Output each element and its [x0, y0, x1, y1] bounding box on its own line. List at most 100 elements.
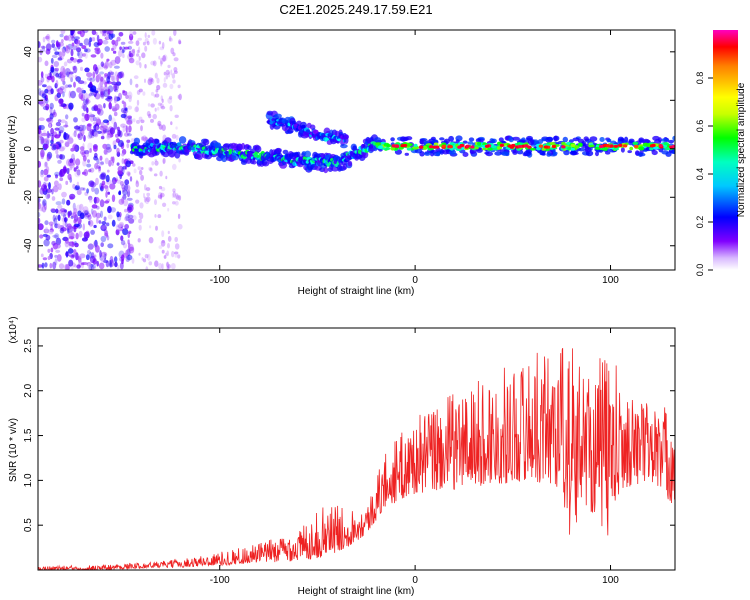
noise-cell — [129, 30, 134, 37]
noise-cell — [116, 162, 120, 166]
noise-cell — [141, 257, 144, 261]
signal-peak-cell — [561, 145, 566, 149]
signal-halo-cell — [563, 149, 570, 156]
noise-cell — [122, 90, 128, 96]
noise-cell — [45, 226, 49, 234]
noise-cell — [111, 39, 116, 45]
noise-cell — [81, 117, 86, 123]
noise-cell — [148, 113, 152, 119]
noise-cell — [105, 191, 108, 198]
colorbar-tick-label: 0.8 — [695, 72, 705, 85]
noise-cell — [157, 102, 162, 106]
noise-cell — [76, 204, 82, 211]
noise-cell — [141, 52, 146, 59]
noise-cell — [89, 77, 96, 82]
signal-cell — [412, 145, 420, 150]
noise-cell — [135, 180, 140, 188]
noise-cell — [89, 116, 95, 122]
noise-cell — [62, 236, 69, 242]
noise-cell — [67, 43, 73, 50]
noise-cell — [177, 94, 180, 99]
y-tick-label: -20 — [23, 190, 34, 205]
noise-cell — [129, 33, 134, 41]
noise-cell — [76, 165, 79, 170]
noise-cell — [67, 34, 73, 42]
signal-halo-cell — [419, 139, 424, 145]
noise-cell — [103, 149, 108, 155]
signal-peak-cell — [441, 144, 447, 148]
noise-cell — [77, 216, 82, 225]
signal-halo-cell — [462, 140, 468, 144]
noise-cell — [86, 107, 89, 114]
noise-cell — [122, 46, 126, 53]
noise-cell — [64, 264, 70, 270]
y-tick-label: -40 — [23, 238, 34, 253]
noise-cell — [76, 58, 83, 63]
noise-cell — [168, 36, 172, 42]
noise-cell — [42, 199, 47, 207]
noise-cell — [82, 143, 85, 151]
noise-cell — [77, 59, 80, 64]
noise-cell — [162, 158, 165, 165]
noise-cell — [94, 162, 99, 170]
noise-cell — [107, 88, 111, 95]
signal-halo-cell — [638, 138, 644, 143]
noise-cell — [100, 183, 104, 190]
noise-cell — [83, 98, 88, 105]
noise-cell — [47, 40, 51, 44]
noise-cell — [100, 171, 107, 178]
noise-cell — [152, 113, 157, 120]
ridge-cell — [247, 145, 252, 151]
noise-cell — [102, 143, 108, 150]
signal-peak-cell — [543, 145, 549, 149]
noise-cell — [79, 149, 87, 155]
noise-cell — [166, 265, 170, 270]
signal-peak-cell — [509, 144, 514, 148]
noise-cell — [121, 158, 125, 165]
snr-panel: -100 0 100 0.5 1.0 1.5 2.0 2.5 Height of strai… — [8, 316, 676, 597]
noise-cell — [90, 181, 97, 188]
x-tick-label: 100 — [602, 575, 619, 586]
signal-peak-cell — [649, 144, 655, 148]
signal-halo-cell — [491, 138, 496, 144]
noise-cell — [59, 227, 65, 234]
noise-cell — [40, 76, 45, 83]
y-tick-label: 2.5 — [23, 339, 34, 353]
noise-cell — [142, 135, 147, 142]
noise-cell — [55, 121, 62, 127]
signal-cell — [561, 141, 566, 146]
noise-cell — [73, 130, 77, 138]
noise-cell — [162, 82, 168, 88]
noise-cell — [127, 206, 133, 211]
noise-cell — [87, 142, 93, 150]
noise-cell — [53, 46, 58, 52]
signal-halo-cell — [494, 151, 502, 156]
noise-cell — [174, 114, 179, 119]
signal-halo-cell — [439, 137, 445, 141]
noise-cell — [132, 52, 135, 57]
noise-cell — [88, 195, 93, 201]
noise-cell — [112, 108, 118, 112]
noise-cell — [120, 113, 127, 119]
noise-cell — [83, 38, 90, 46]
noise-cell — [120, 123, 126, 128]
noise-cell — [122, 189, 128, 196]
noise-cell — [100, 52, 104, 59]
noise-cell — [162, 202, 167, 207]
noise-cell — [160, 60, 163, 67]
noise-cell — [127, 105, 133, 110]
noise-cell — [70, 266, 74, 270]
noise-cell — [40, 204, 43, 212]
noise-cell — [178, 93, 182, 101]
noise-cell — [151, 30, 156, 36]
noise-cell — [52, 234, 59, 238]
noise-cell — [139, 169, 143, 176]
noise-cell — [161, 230, 165, 238]
noise-cell — [139, 62, 142, 69]
noise-cell — [96, 217, 99, 224]
noise-cell — [156, 84, 161, 91]
noise-cell — [59, 33, 64, 38]
noise-cell — [154, 214, 157, 218]
noise-cell — [115, 176, 119, 181]
